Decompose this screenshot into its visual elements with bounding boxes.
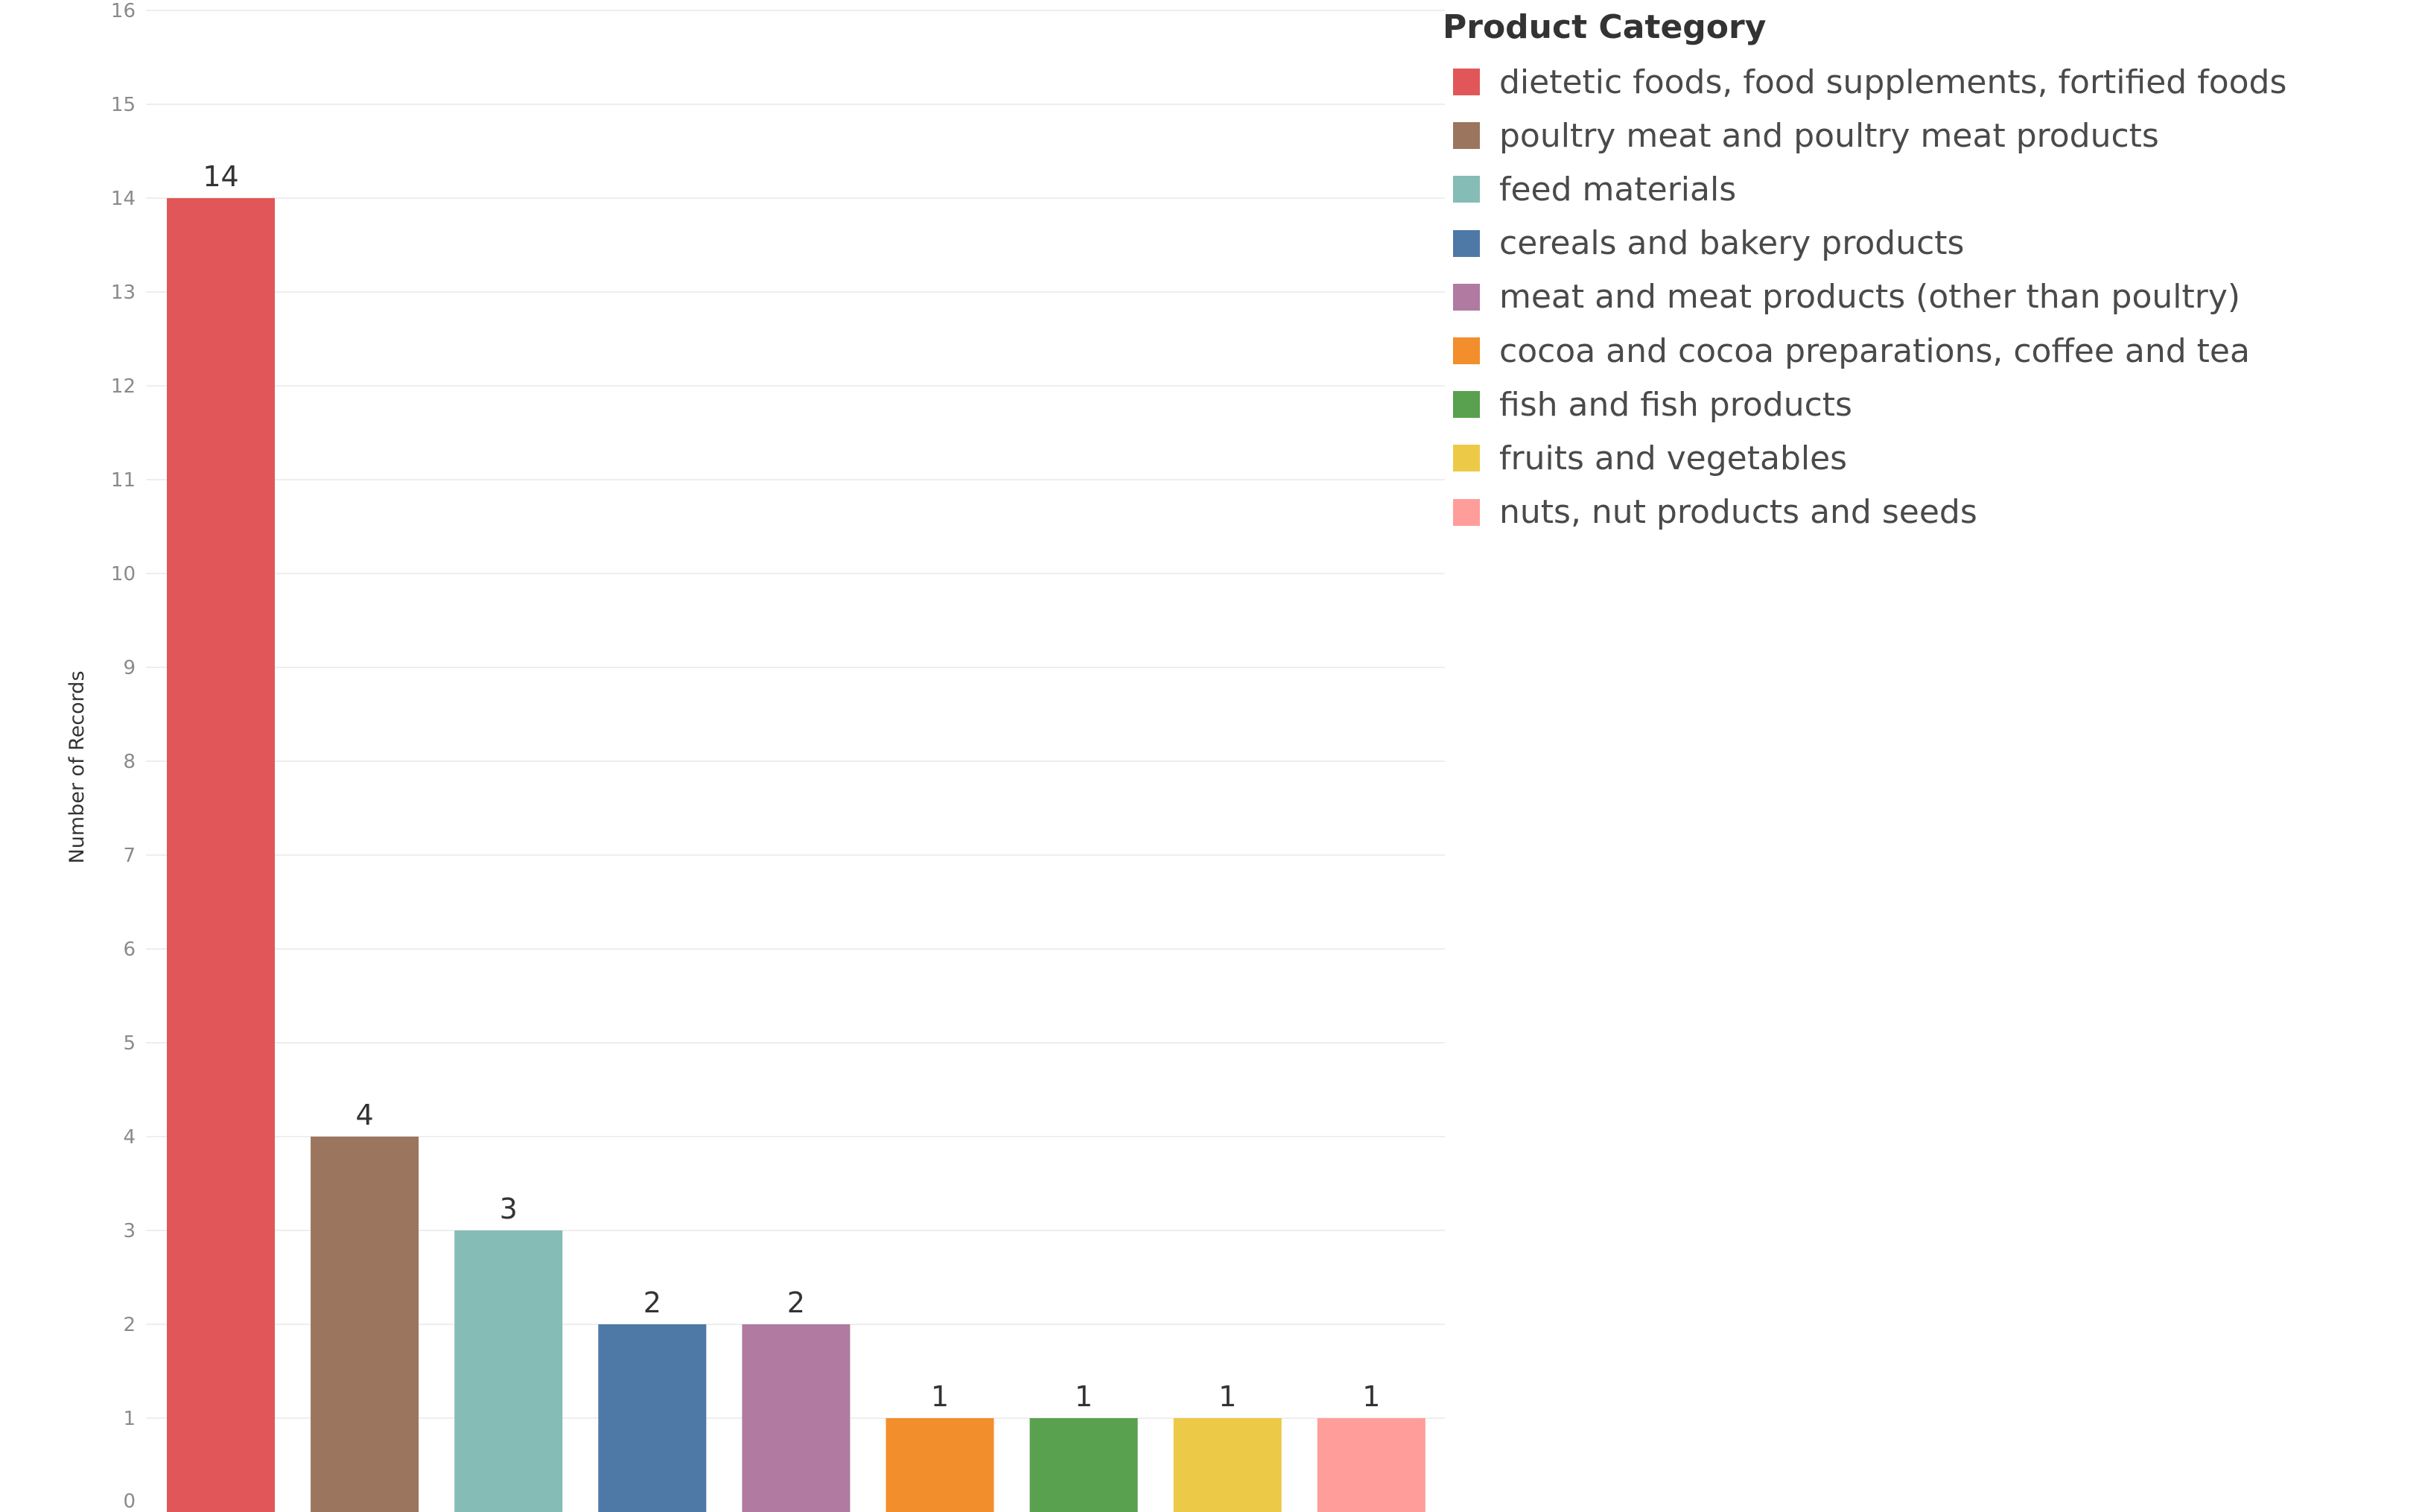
legend-label: cocoa and cocoa preparations, coffee and… xyxy=(1499,331,2250,370)
legend-swatch xyxy=(1453,391,1480,419)
legend-swatch xyxy=(1453,445,1480,472)
legend-label: feed materials xyxy=(1499,170,1737,209)
gridlines xyxy=(146,10,1445,1419)
legend-swatch xyxy=(1453,229,1480,257)
legend-swatch xyxy=(1453,176,1480,203)
legend-label: cereals and bakery products xyxy=(1499,224,1965,263)
y-tick-label: 13 xyxy=(111,282,136,304)
y-tick-label: 11 xyxy=(111,469,136,492)
legend-label: fish and fish products xyxy=(1499,385,1852,424)
legend-label: dietetic foods, food supplements, fortif… xyxy=(1499,63,2287,101)
legend-item[interactable]: cocoa and cocoa preparations, coffee and… xyxy=(1443,324,2411,378)
bar[interactable] xyxy=(1173,1418,1282,1512)
y-tick-label: 4 xyxy=(123,1126,136,1149)
y-tick-label: 0 xyxy=(123,1490,136,1512)
legend-label: fruits and vegetables xyxy=(1499,439,1848,477)
legend-item[interactable]: fruits and vegetables xyxy=(1443,431,2411,485)
bar[interactable] xyxy=(742,1324,851,1512)
y-tick-label: 2 xyxy=(123,1314,136,1336)
bar[interactable] xyxy=(1317,1418,1425,1512)
y-tick-label: 7 xyxy=(123,845,136,867)
bar[interactable] xyxy=(167,198,275,1512)
y-tick-label: 14 xyxy=(111,188,136,210)
y-tick-label: 16 xyxy=(111,0,136,22)
bar-value-label: 4 xyxy=(356,1099,374,1131)
bar[interactable] xyxy=(454,1230,563,1512)
data-labels: 14 4 3 2 2 1 1 1 1 xyxy=(203,160,1380,1413)
legend-label: poultry meat and poultry meat products xyxy=(1499,116,2159,155)
legend-swatch xyxy=(1453,69,1480,96)
legend-title: Product Category xyxy=(1443,8,1767,46)
bar[interactable] xyxy=(1029,1418,1138,1512)
y-tick-label: 10 xyxy=(111,563,136,585)
legend-item[interactable]: fish and fish products xyxy=(1443,378,2411,431)
bar-value-label: 14 xyxy=(203,160,238,193)
y-tick-label: 5 xyxy=(123,1032,136,1055)
y-tick-label: 6 xyxy=(123,938,136,961)
bar-value-label: 2 xyxy=(643,1286,661,1319)
legend: Product Category dietetic foods, food su… xyxy=(1443,3,2411,539)
y-axis-title: Number of Records xyxy=(66,670,89,863)
legend-item[interactable]: nuts, nut products and seeds xyxy=(1443,486,2411,539)
bar-value-label: 1 xyxy=(931,1380,949,1413)
y-tick-label: 9 xyxy=(123,657,136,679)
bar-value-label: 3 xyxy=(500,1192,518,1225)
legend-item[interactable]: dietetic foods, food supplements, fortif… xyxy=(1443,55,2411,109)
bar[interactable] xyxy=(311,1137,419,1512)
legend-item[interactable]: meat and meat products (other than poult… xyxy=(1443,270,2411,324)
legend-swatch xyxy=(1453,283,1480,311)
legend-item[interactable]: feed materials xyxy=(1443,162,2411,216)
y-tick-label: 15 xyxy=(111,94,136,116)
y-tick-label: 8 xyxy=(123,751,136,773)
bar[interactable] xyxy=(598,1324,707,1512)
y-tick-label: 12 xyxy=(111,375,136,398)
y-tick-label: 1 xyxy=(123,1408,136,1430)
legend-swatch xyxy=(1453,122,1480,150)
legend-item[interactable]: cereals and bakery products xyxy=(1443,217,2411,270)
legend-list: dietetic foods, food supplements, fortif… xyxy=(1443,55,2411,539)
legend-label: meat and meat products (other than poult… xyxy=(1499,278,2241,317)
bars xyxy=(167,198,1425,1512)
bar[interactable] xyxy=(886,1418,994,1512)
y-tick-label: 3 xyxy=(123,1220,136,1242)
legend-swatch xyxy=(1453,498,1480,526)
bar-value-label: 1 xyxy=(1362,1380,1380,1413)
bar-value-label: 1 xyxy=(1075,1380,1093,1413)
bar-value-label: 1 xyxy=(1218,1380,1236,1413)
legend-swatch xyxy=(1453,337,1480,365)
bar-value-label: 2 xyxy=(787,1286,805,1319)
legend-label: nuts, nut products and seeds xyxy=(1499,493,1977,532)
legend-item[interactable]: poultry meat and poultry meat products xyxy=(1443,109,2411,162)
